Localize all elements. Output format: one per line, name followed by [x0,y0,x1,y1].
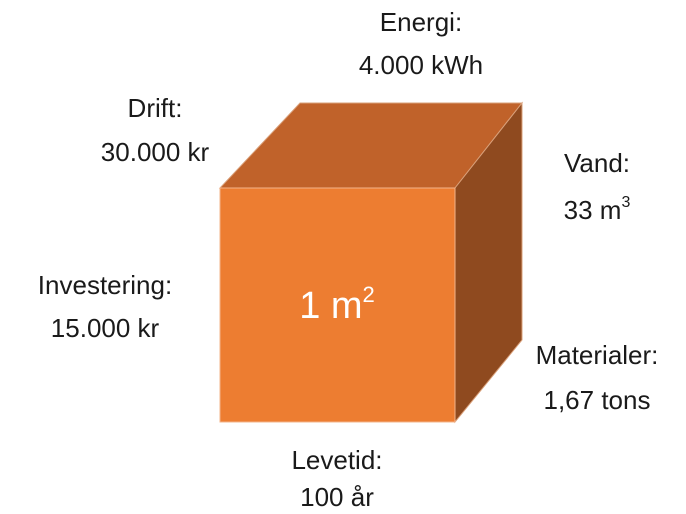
label-title: Investering: [38,270,172,300]
label-title: Drift: [128,93,183,123]
label-title: Vand: [564,148,630,178]
label-value: 30.000 kr [101,137,210,167]
label-value: 1,67 tons [544,385,651,415]
label-value: 15.000 kr [51,313,160,343]
diagram: 1 m2 Energi: 4.000 kWh Drift: 30.000 kr … [0,0,686,514]
center-sup: 2 [363,282,375,307]
label-value: 33 m3 [564,194,631,225]
label-value-text: 33 m [564,195,622,225]
label-value-sup: 3 [621,194,630,211]
label-title: Materialer: [536,340,659,370]
label-value: 100 år [300,482,374,512]
label-title: Levetid: [291,445,382,475]
label-value: 4.000 kWh [359,50,483,80]
label-title: Energi: [380,7,462,37]
center-text: 1 m [299,285,362,327]
